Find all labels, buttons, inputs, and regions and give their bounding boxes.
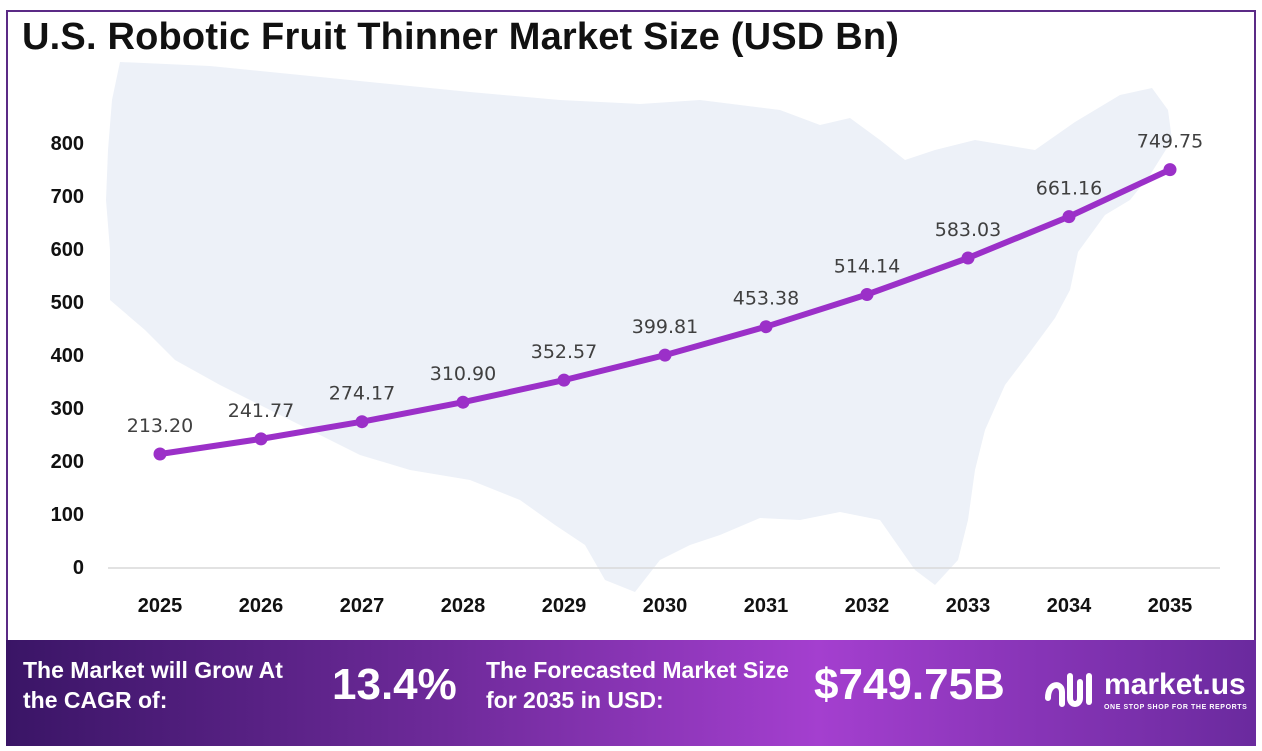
x-tick-label: 2035 [1148, 595, 1193, 617]
us-map-background [106, 62, 1172, 592]
y-tick-label: 500 [51, 292, 84, 314]
data-label: 274.17 [329, 383, 395, 405]
data-point [1163, 163, 1177, 177]
chart-title: U.S. Robotic Fruit Thinner Market Size (… [22, 16, 900, 58]
x-tick-label: 2030 [643, 595, 688, 617]
data-label: 399.81 [632, 316, 698, 338]
data-points [153, 163, 1177, 461]
data-point [456, 395, 470, 409]
x-tick-label: 2025 [138, 595, 183, 617]
y-axis: 0 100 200 300 400 500 600 700 800 [51, 133, 84, 579]
data-label: 661.16 [1036, 178, 1102, 200]
x-tick-label: 2034 [1047, 595, 1092, 617]
data-point [153, 447, 167, 461]
cagr-label: The Market will Grow At the CAGR of: [23, 657, 283, 713]
x-tick-label: 2026 [239, 595, 284, 617]
brand-tagline: ONE STOP SHOP FOR THE REPORTS [1104, 704, 1248, 711]
y-tick-label: 300 [51, 398, 84, 420]
y-tick-label: 400 [51, 345, 84, 367]
y-tick-label: 0 [73, 557, 84, 579]
y-tick-label: 100 [51, 504, 84, 526]
forecast-label: The Forecasted Market Size for 2035 in U… [486, 657, 789, 713]
data-point [254, 432, 268, 446]
data-label: 213.20 [127, 415, 193, 437]
x-tick-label: 2032 [845, 595, 890, 617]
data-label: 583.03 [935, 219, 1001, 241]
x-tick-label: 2031 [744, 595, 789, 617]
y-tick-label: 200 [51, 451, 84, 473]
brand-logo[interactable]: market.us ONE STOP SHOP FOR THE REPORTS [1044, 668, 1249, 718]
data-labels: 213.20 241.77 274.17 310.90 352.57 399.81 453.… [127, 131, 1203, 437]
y-tick-label: 800 [51, 133, 84, 155]
data-point [860, 288, 874, 301]
y-tick-label: 700 [51, 186, 84, 208]
market-us-logo-icon [1045, 673, 1092, 707]
data-label: 352.57 [531, 341, 597, 363]
y-tick-label: 600 [51, 239, 84, 261]
x-tick-label: 2027 [340, 595, 385, 617]
data-point [557, 373, 571, 387]
x-tick-label: 2029 [542, 595, 587, 617]
data-point [658, 348, 672, 362]
cagr-value: 13.4% [332, 660, 457, 709]
x-tick-label: 2028 [441, 595, 486, 617]
data-label: 310.90 [430, 363, 496, 385]
x-axis: 2025 2026 2027 2028 2029 2030 2031 2032 2033 2034… [138, 595, 1193, 617]
data-label: 749.75 [1137, 131, 1203, 153]
brand-name: market.us [1104, 668, 1246, 701]
data-point [961, 251, 975, 265]
data-label: 241.77 [228, 400, 294, 422]
data-point [1062, 210, 1076, 224]
data-label: 453.38 [733, 288, 799, 310]
footer-banner: The Market will Grow At the CAGR of: 13.… [6, 640, 1256, 746]
data-label: 514.14 [834, 256, 900, 278]
data-point [759, 320, 773, 334]
x-tick-label: 2033 [946, 595, 991, 617]
forecast-value: $749.75B [814, 660, 1005, 709]
data-point [355, 415, 369, 429]
